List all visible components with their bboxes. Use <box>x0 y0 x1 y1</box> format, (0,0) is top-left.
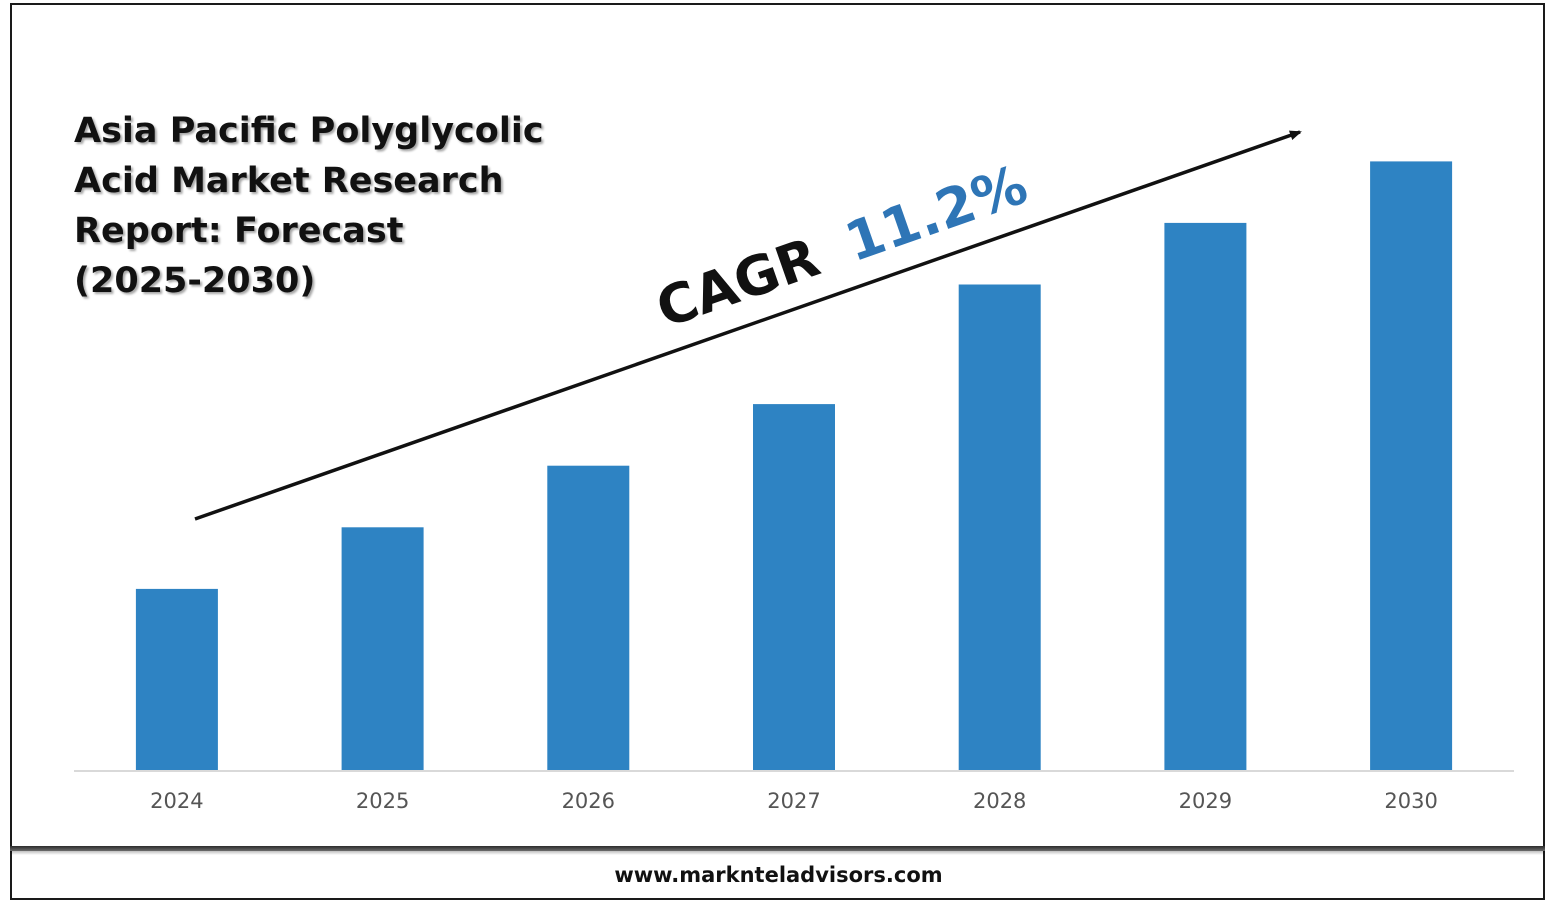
chart-title: Asia Pacific Polyglycolic Acid Market Re… <box>74 111 544 301</box>
x-tick-label-2029: 2029 <box>1179 789 1232 813</box>
bar-2030 <box>1370 161 1453 770</box>
footer-divider-shadow <box>10 851 1545 855</box>
x-tick-label-2026: 2026 <box>562 789 615 813</box>
bar-2029 <box>1164 222 1247 770</box>
x-tick-label-2030: 2030 <box>1384 789 1437 813</box>
bars-group <box>135 161 1453 770</box>
bar-2025 <box>341 527 424 770</box>
x-tick-label-2027: 2027 <box>767 789 820 813</box>
bar-2028 <box>958 284 1041 770</box>
x-tick-label-2028: 2028 <box>973 789 1026 813</box>
x-tick-label-2025: 2025 <box>356 789 409 813</box>
x-tick-label-2024: 2024 <box>150 789 203 813</box>
footer-divider <box>10 846 1545 851</box>
x-tick-labels: 2024 2025 2026 2027 2028 2029 2030 <box>150 789 1438 813</box>
bar-2027 <box>753 404 835 770</box>
footer-website[interactable]: www.marknteladvisors.com <box>614 863 943 887</box>
bar-2024 <box>135 588 218 770</box>
bar-2026 <box>547 465 630 770</box>
cagr-trend-arrow <box>194 130 1302 521</box>
cagr-value: 11.2% <box>837 153 1035 274</box>
cagr-label: CAGR <box>648 226 827 341</box>
